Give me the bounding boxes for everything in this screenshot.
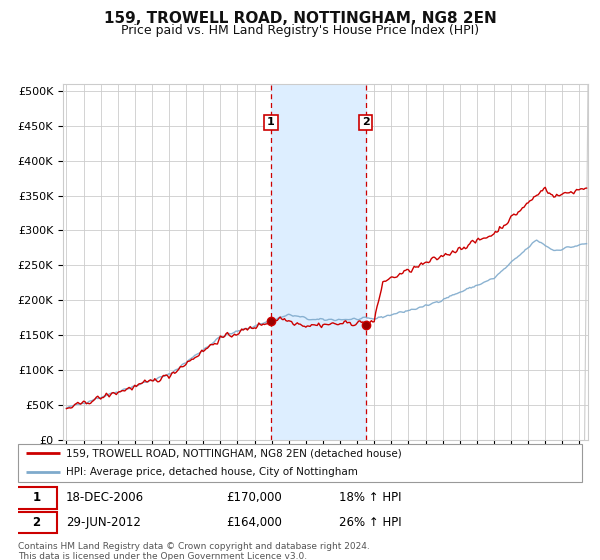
FancyBboxPatch shape [15, 512, 58, 533]
Text: Contains HM Land Registry data © Crown copyright and database right 2024.
This d: Contains HM Land Registry data © Crown c… [18, 542, 370, 560]
Text: HPI: Average price, detached house, City of Nottingham: HPI: Average price, detached house, City… [66, 467, 358, 477]
Text: £164,000: £164,000 [227, 516, 283, 529]
Text: 26% ↑ HPI: 26% ↑ HPI [340, 516, 402, 529]
Bar [271, 84, 365, 440]
Text: 2: 2 [362, 118, 370, 127]
FancyBboxPatch shape [18, 444, 582, 482]
Text: 159, TROWELL ROAD, NOTTINGHAM, NG8 2EN: 159, TROWELL ROAD, NOTTINGHAM, NG8 2EN [104, 11, 496, 26]
Text: 2: 2 [32, 516, 41, 529]
Text: 1: 1 [267, 118, 275, 127]
Text: 159, TROWELL ROAD, NOTTINGHAM, NG8 2EN (detached house): 159, TROWELL ROAD, NOTTINGHAM, NG8 2EN (… [66, 448, 401, 458]
Text: 29-JUN-2012: 29-JUN-2012 [66, 516, 141, 529]
Text: 1: 1 [32, 491, 41, 504]
Text: Price paid vs. HM Land Registry's House Price Index (HPI): Price paid vs. HM Land Registry's House … [121, 24, 479, 36]
Text: 18% ↑ HPI: 18% ↑ HPI [340, 491, 402, 504]
Text: 18-DEC-2006: 18-DEC-2006 [66, 491, 144, 504]
Text: £170,000: £170,000 [227, 491, 283, 504]
FancyBboxPatch shape [15, 487, 58, 508]
